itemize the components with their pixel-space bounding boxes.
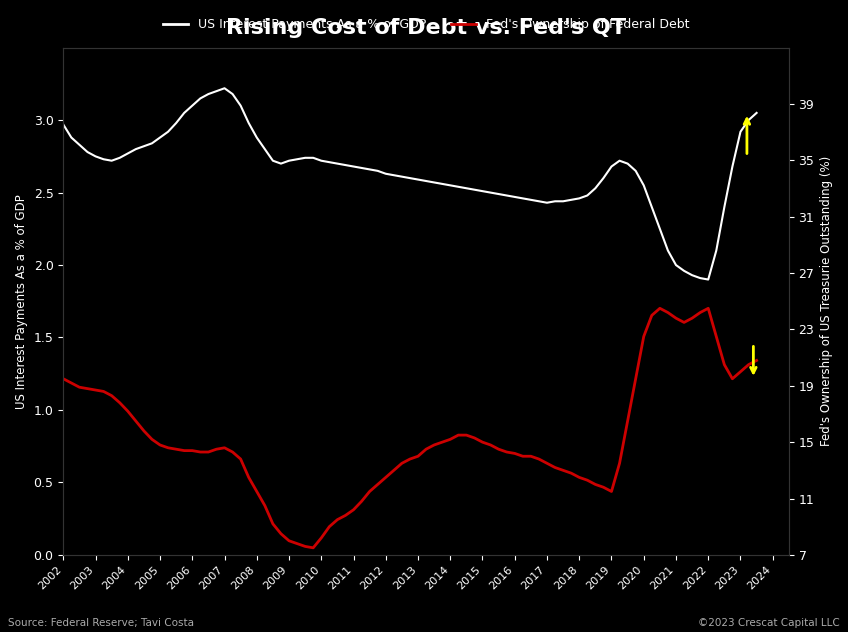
Fed's Ownership of Federal Debt: [413, 453, 423, 460]
Y-axis label: US Interest Payments As a % of GDP: US Interest Payments As a % of GDP: [15, 194, 28, 409]
Fed's Ownership of Federal Debt: [308, 544, 318, 552]
US Interest Payments As a % of GDP: [59, 121, 69, 128]
Fed's Ownership of Federal Debt: [655, 305, 665, 312]
US Interest Payments As a % of GDP: [631, 167, 641, 174]
Text: Source: Federal Reserve; Tavi Costa: Source: Federal Reserve; Tavi Costa: [8, 617, 194, 628]
Text: ©2023 Crescat Capital LLC: ©2023 Crescat Capital LLC: [698, 617, 840, 628]
Title: Rising Cost of Debt vs. Fed's QT: Rising Cost of Debt vs. Fed's QT: [226, 18, 626, 38]
US Interest Payments As a % of GDP: [220, 85, 230, 92]
US Interest Payments As a % of GDP: [703, 276, 713, 283]
Y-axis label: Fed's Ownership of US Treasurie Outstanding (%): Fed's Ownership of US Treasurie Outstand…: [820, 156, 833, 446]
Fed's Ownership of Federal Debt: [631, 375, 641, 382]
US Interest Payments As a % of GDP: [171, 119, 181, 127]
Fed's Ownership of Federal Debt: [259, 502, 270, 509]
US Interest Payments As a % of GDP: [413, 176, 423, 183]
US Interest Payments As a % of GDP: [211, 87, 221, 95]
US Interest Payments As a % of GDP: [356, 164, 366, 172]
Fed's Ownership of Federal Debt: [59, 375, 69, 382]
Line: Fed's Ownership of Federal Debt: Fed's Ownership of Federal Debt: [64, 308, 756, 548]
Line: US Interest Payments As a % of GDP: US Interest Payments As a % of GDP: [64, 88, 756, 279]
Legend: US Interest Payments As a % of GDP, Fed's Ownership of Federal Debt: US Interest Payments As a % of GDP, Fed'…: [158, 13, 695, 37]
Fed's Ownership of Federal Debt: [211, 446, 221, 453]
Fed's Ownership of Federal Debt: [171, 446, 181, 453]
Fed's Ownership of Federal Debt: [356, 497, 366, 505]
US Interest Payments As a % of GDP: [751, 109, 762, 117]
Fed's Ownership of Federal Debt: [751, 356, 762, 364]
US Interest Payments As a % of GDP: [268, 157, 278, 164]
